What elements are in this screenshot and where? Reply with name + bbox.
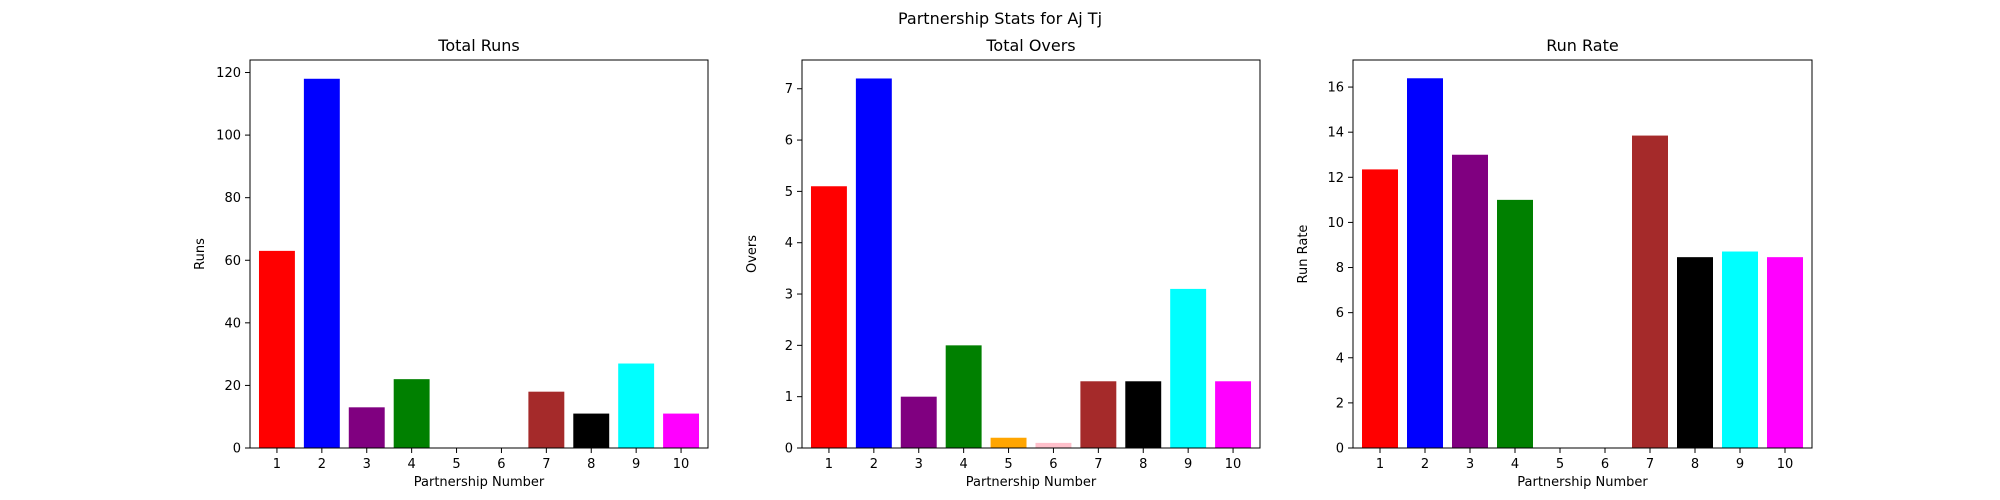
y-tick-label: 40: [224, 316, 241, 331]
bar-3: [348, 407, 385, 448]
y-tick-label: 2: [1336, 396, 1344, 411]
y-tick-label: 14: [1327, 126, 1344, 141]
bar-4: [393, 379, 430, 448]
y-tick-label: 0: [233, 442, 241, 457]
bar-3: [1452, 154, 1488, 449]
x-tick-label: 6: [1601, 457, 1609, 472]
bar-7: [1632, 135, 1668, 448]
x-tick-label: 6: [1049, 457, 1057, 472]
x-tick-label: 6: [497, 457, 505, 472]
y-tick-label: 0: [785, 442, 793, 457]
x-tick-label: 8: [1139, 457, 1147, 472]
bar-4: [1497, 199, 1533, 448]
y-tick-label: 12: [1327, 171, 1344, 186]
y-axis-label: Runs: [193, 238, 208, 270]
bar-4: [945, 345, 982, 448]
y-axis-label: Run Rate: [1296, 225, 1311, 284]
y-tick-label: 60: [224, 254, 241, 269]
x-tick-label: 2: [870, 457, 878, 472]
x-tick-label: 4: [1511, 457, 1519, 472]
x-axis-label: Partnership Number: [414, 475, 545, 490]
x-tick-label: 5: [452, 457, 460, 472]
x-tick-label: 3: [915, 457, 923, 472]
bar-1: [810, 186, 847, 448]
x-tick-label: 4: [408, 457, 416, 472]
bar-3: [900, 396, 937, 448]
x-tick-label: 1: [273, 457, 281, 472]
bar-2: [1407, 78, 1443, 449]
bar-5: [990, 437, 1027, 448]
y-axis-label: Overs: [745, 235, 760, 273]
figure-title: Partnership Stats for Aj Tj: [898, 9, 1102, 28]
y-tick-label: 10: [1327, 216, 1344, 231]
y-tick-label: 4: [1336, 351, 1344, 366]
x-axis-label: Partnership Number: [1517, 475, 1648, 490]
bar-2: [855, 78, 892, 448]
y-tick-label: 1: [785, 390, 793, 405]
bar-6: [1035, 442, 1072, 448]
y-tick-label: 6: [785, 134, 793, 149]
axes-frame: [801, 59, 1261, 449]
x-tick-label: 1: [1376, 457, 1384, 472]
axes-frame: [249, 59, 709, 449]
bar-9: [618, 363, 655, 448]
bar-8: [1125, 381, 1162, 448]
x-tick-label: 4: [960, 457, 968, 472]
bar-1: [1362, 169, 1398, 448]
y-tick-label: 5: [785, 185, 793, 200]
x-tick-label: 10: [1777, 457, 1794, 472]
x-tick-label: 5: [1556, 457, 1564, 472]
bar-1: [258, 250, 295, 448]
y-tick-label: 3: [785, 288, 793, 303]
x-axis-label: Partnership Number: [966, 475, 1097, 490]
y-tick-label: 4: [785, 236, 793, 251]
bar-9: [1722, 251, 1758, 448]
chart-title: Run Rate: [1546, 36, 1618, 55]
bar-7: [1080, 381, 1117, 448]
y-tick-label: 6: [1336, 306, 1344, 321]
x-tick-label: 7: [1646, 457, 1654, 472]
x-tick-label: 7: [1094, 457, 1102, 472]
bar-2: [303, 78, 340, 449]
x-tick-label: 8: [587, 457, 595, 472]
bar-9: [1170, 288, 1207, 448]
x-tick-label: 9: [1736, 457, 1744, 472]
y-tick-label: 120: [216, 66, 241, 81]
chart-title: Total Overs: [985, 36, 1075, 55]
y-tick-label: 7: [785, 82, 793, 97]
x-tick-label: 3: [363, 457, 371, 472]
y-tick-label: 20: [224, 379, 241, 394]
chart-2: 1 2 3 4 5 6 7 8 9 10 0 1 2 3 4 5 6 7 Total Overs Partnershi…: [745, 36, 1261, 490]
x-tick-label: 3: [1466, 457, 1474, 472]
x-tick-label: 9: [632, 457, 640, 472]
x-tick-label: 2: [1421, 457, 1429, 472]
x-tick-label: 10: [1225, 457, 1242, 472]
x-tick-label: 8: [1691, 457, 1699, 472]
x-tick-label: 10: [673, 457, 690, 472]
y-tick-label: 0: [1336, 442, 1344, 457]
y-tick-label: 2: [785, 339, 793, 354]
y-tick-label: 8: [1336, 261, 1344, 276]
bar-8: [1677, 257, 1713, 448]
y-tick-label: 100: [216, 129, 241, 144]
x-tick-label: 2: [318, 457, 326, 472]
y-tick-label: 80: [224, 191, 241, 206]
axes-frame: [1352, 59, 1813, 449]
bar-10: [1767, 257, 1803, 448]
x-tick-label: 1: [825, 457, 833, 472]
bar-7: [528, 391, 565, 448]
x-tick-label: 7: [542, 457, 550, 472]
y-tick-label: 16: [1327, 81, 1344, 96]
bar-8: [573, 413, 610, 448]
bar-10: [1215, 381, 1252, 448]
bar-10: [663, 413, 700, 448]
chart-title: Total Runs: [437, 36, 519, 55]
x-tick-label: 5: [1004, 457, 1012, 472]
x-tick-label: 9: [1184, 457, 1192, 472]
